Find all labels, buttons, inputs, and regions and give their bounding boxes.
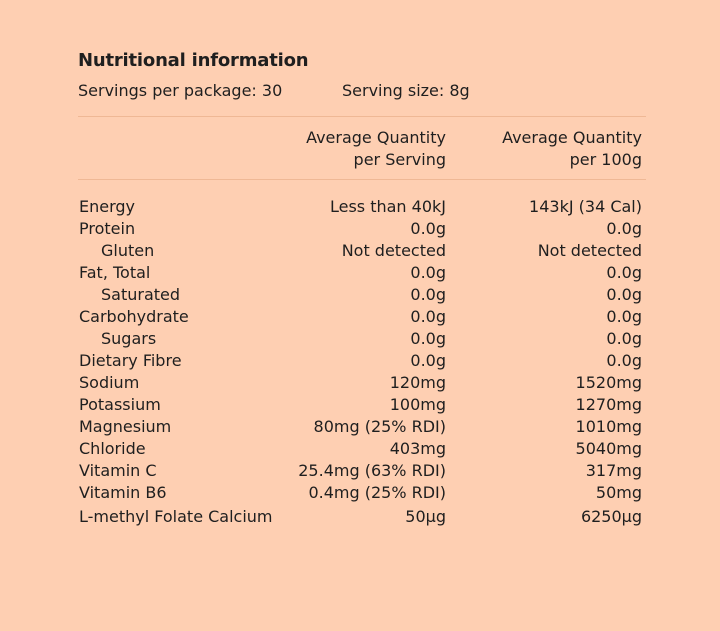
value-per-serving: 0.0g [410, 263, 446, 282]
value-per-serving: 0.0g [410, 219, 446, 238]
table-row: Fat, Total 0.0g 0.0g [78, 262, 646, 284]
value-per-100g: 0.0g [606, 307, 642, 326]
header-per-serving: Average Quantity per Serving [306, 127, 446, 171]
nutrient-name: Magnesium [79, 417, 172, 436]
value-per-100g: 5040mg [575, 439, 642, 458]
table-row: L-methyl Folate Calcium 50µg 6250µg [78, 506, 646, 528]
value-per-100g: 0.0g [606, 285, 642, 304]
nutrient-name: L-methyl Folate Calcium [79, 507, 273, 526]
table-row: Energy Less than 40kJ 143kJ (34 Cal) [78, 196, 646, 218]
serving-size: Serving size: 8g [342, 81, 470, 100]
value-per-serving: 403mg [389, 439, 446, 458]
value-per-100g: 0.0g [606, 263, 642, 282]
divider-top [78, 116, 646, 117]
value-per-100g: 1010mg [575, 417, 642, 436]
serving-info: Servings per package: 30 Serving size: 8… [78, 76, 646, 106]
table-row: Potassium 100mg 1270mg [78, 394, 646, 416]
header-per-100g: Average Quantity per 100g [502, 127, 642, 171]
value-per-serving: 0.0g [410, 351, 446, 370]
value-per-serving: 0.0g [410, 329, 446, 348]
nutrient-name: Chloride [79, 439, 146, 458]
value-per-serving: 0.0g [410, 307, 446, 326]
value-per-serving: Less than 40kJ [329, 197, 446, 216]
value-per-100g: 50mg [595, 483, 642, 502]
value-per-100g: 317mg [585, 461, 642, 480]
header-per-serving-line1: Average Quantity [306, 128, 446, 147]
nutrient-name: Protein [79, 219, 136, 238]
header-per-100g-line1: Average Quantity [502, 128, 642, 147]
nutrient-name: Energy [79, 197, 136, 216]
nutrient-name: Gluten [101, 241, 155, 260]
value-per-serving: Not detected [341, 241, 446, 260]
table-row: Dietary Fibre 0.0g 0.0g [78, 350, 646, 372]
table-row: Magnesium 80mg (25% RDI) 1010mg [78, 416, 646, 438]
value-per-serving: 0.0g [410, 285, 446, 304]
table-row: Sugars 0.0g 0.0g [78, 328, 646, 350]
nutrient-table-body: Energy Less than 40kJ 143kJ (34 Cal) Pro… [78, 196, 646, 528]
nutrient-name: Carbohydrate [79, 307, 189, 326]
header-per-serving-line2: per Serving [353, 150, 446, 169]
value-per-100g: 0.0g [606, 219, 642, 238]
nutrient-name: Saturated [101, 285, 181, 304]
value-per-serving: 80mg (25% RDI) [313, 417, 446, 436]
table-header: Average Quantity per Serving Average Qua… [78, 117, 646, 179]
table-row: Carbohydrate 0.0g 0.0g [78, 306, 646, 328]
value-per-100g: 0.0g [606, 329, 642, 348]
servings-per-package: Servings per package: 30 [78, 81, 283, 100]
panel-title: Nutritional information [78, 50, 309, 71]
value-per-100g: 1520mg [575, 373, 642, 392]
nutrient-name: Potassium [79, 395, 161, 414]
value-per-serving: 0.4mg (25% RDI) [308, 483, 446, 502]
table-row: Saturated 0.0g 0.0g [78, 284, 646, 306]
table-row: Gluten Not detected Not detected [78, 240, 646, 262]
nutrient-name: Vitamin B6 [79, 483, 167, 502]
nutrient-name: Fat, Total [79, 263, 151, 282]
table-row: Protein 0.0g 0.0g [78, 218, 646, 240]
nutrient-name: Dietary Fibre [79, 351, 182, 370]
value-per-100g: 0.0g [606, 351, 642, 370]
nutrient-name: Sodium [79, 373, 140, 392]
value-per-100g: 1270mg [575, 395, 642, 414]
nutrient-name: Sugars [101, 329, 157, 348]
divider-header [78, 179, 646, 180]
nutrition-panel: Nutritional information Servings per pac… [78, 48, 646, 528]
value-per-100g: 143kJ (34 Cal) [529, 197, 642, 216]
value-per-serving: 50µg [405, 507, 446, 526]
value-per-100g: 6250µg [580, 507, 642, 526]
value-per-100g: Not detected [537, 241, 642, 260]
value-per-serving: 100mg [389, 395, 446, 414]
value-per-serving: 25.4mg (63% RDI) [298, 461, 446, 480]
table-row: Vitamin B6 0.4mg (25% RDI) 50mg [78, 482, 646, 504]
nutrient-name: Vitamin C [79, 461, 157, 480]
header-per-100g-line2: per 100g [569, 150, 642, 169]
table-row: Vitamin C 25.4mg (63% RDI) 317mg [78, 460, 646, 482]
table-row: Chloride 403mg 5040mg [78, 438, 646, 460]
value-per-serving: 120mg [389, 373, 446, 392]
table-row: Sodium 120mg 1520mg [78, 372, 646, 394]
